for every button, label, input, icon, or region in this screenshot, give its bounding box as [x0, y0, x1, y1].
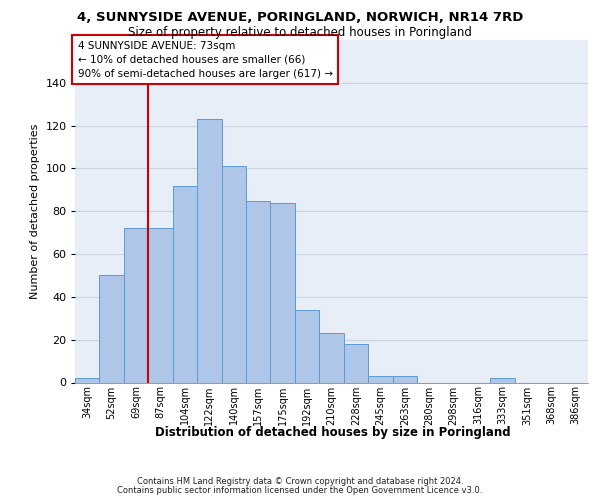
- Text: 4 SUNNYSIDE AVENUE: 73sqm
← 10% of detached houses are smaller (66)
90% of semi-: 4 SUNNYSIDE AVENUE: 73sqm ← 10% of detac…: [77, 40, 332, 78]
- Y-axis label: Number of detached properties: Number of detached properties: [30, 124, 40, 299]
- Bar: [246, 200, 271, 382]
- Text: Size of property relative to detached houses in Poringland: Size of property relative to detached ho…: [128, 26, 472, 39]
- Bar: [319, 334, 344, 382]
- Text: Contains HM Land Registry data © Crown copyright and database right 2024.: Contains HM Land Registry data © Crown c…: [137, 477, 463, 486]
- Bar: [148, 228, 173, 382]
- Bar: [197, 119, 221, 382]
- Text: Distribution of detached houses by size in Poringland: Distribution of detached houses by size …: [155, 426, 511, 439]
- Bar: [271, 202, 295, 382]
- Bar: [124, 228, 148, 382]
- Text: 4, SUNNYSIDE AVENUE, PORINGLAND, NORWICH, NR14 7RD: 4, SUNNYSIDE AVENUE, PORINGLAND, NORWICH…: [77, 11, 523, 24]
- Bar: [221, 166, 246, 382]
- Bar: [392, 376, 417, 382]
- Bar: [100, 276, 124, 382]
- Bar: [490, 378, 515, 382]
- Bar: [295, 310, 319, 382]
- Bar: [173, 186, 197, 382]
- Bar: [344, 344, 368, 383]
- Bar: [75, 378, 100, 382]
- Bar: [368, 376, 392, 382]
- Text: Contains public sector information licensed under the Open Government Licence v3: Contains public sector information licen…: [118, 486, 482, 495]
